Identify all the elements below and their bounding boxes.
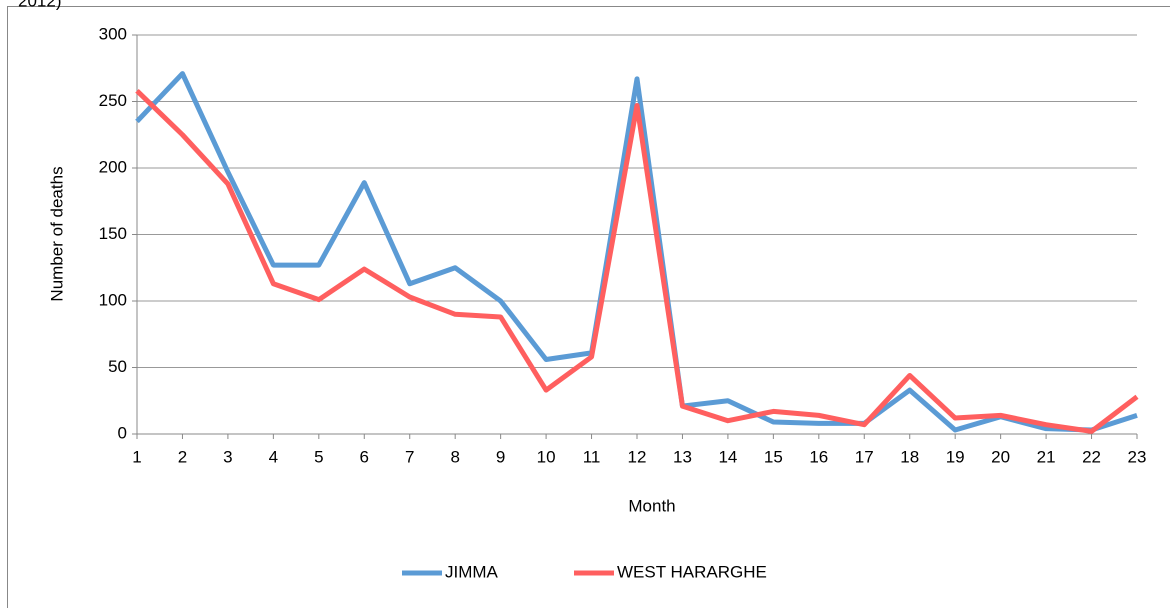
chart-border xyxy=(7,6,1170,608)
x-tick-label: 17 xyxy=(855,447,874,466)
chart-title: 2012) xyxy=(18,0,61,10)
y-tick-label: 200 xyxy=(99,157,127,176)
x-tick-label: 8 xyxy=(450,447,459,466)
x-tick-label: 20 xyxy=(991,447,1010,466)
x-tick-label: 1 xyxy=(132,447,141,466)
x-tick-label: 11 xyxy=(583,447,601,466)
x-tick-label: 7 xyxy=(405,447,414,466)
x-tick-label: 13 xyxy=(673,447,692,466)
x-tick-label: 3 xyxy=(223,447,232,466)
x-tick-label: 4 xyxy=(269,447,278,466)
x-tick-label: 10 xyxy=(537,447,556,466)
x-tick-label: 18 xyxy=(900,447,919,466)
y-tick-label: 100 xyxy=(99,290,127,309)
y-tick-label: 150 xyxy=(99,224,127,243)
series-line xyxy=(135,89,1139,434)
x-tick-label: 14 xyxy=(718,447,737,466)
x-tick-label: 16 xyxy=(809,447,828,466)
x-axis-label: Month xyxy=(628,496,675,515)
x-tick-label: 6 xyxy=(360,447,369,466)
y-tick-label: 300 xyxy=(99,24,127,43)
x-tick-label: 12 xyxy=(628,447,647,466)
y-tick-label: 0 xyxy=(118,423,127,442)
x-tick-label: 15 xyxy=(764,447,783,466)
legend-label: WEST HARARGHE xyxy=(617,562,767,581)
x-tick-label: 19 xyxy=(946,447,965,466)
x-tick-label: 2 xyxy=(178,447,187,466)
y-tick-label: 250 xyxy=(99,91,127,110)
legend-label: JIMMA xyxy=(445,562,499,581)
y-tick-label: 50 xyxy=(108,357,127,376)
x-tick-label: 5 xyxy=(314,447,323,466)
y-axis-label: Number of deaths xyxy=(47,166,66,301)
x-tick-label: 22 xyxy=(1082,447,1101,466)
series-line xyxy=(135,71,1138,433)
x-tick-label: 9 xyxy=(496,447,505,466)
x-tick-label: 21 xyxy=(1037,447,1056,466)
x-tick-label: 23 xyxy=(1128,447,1147,466)
